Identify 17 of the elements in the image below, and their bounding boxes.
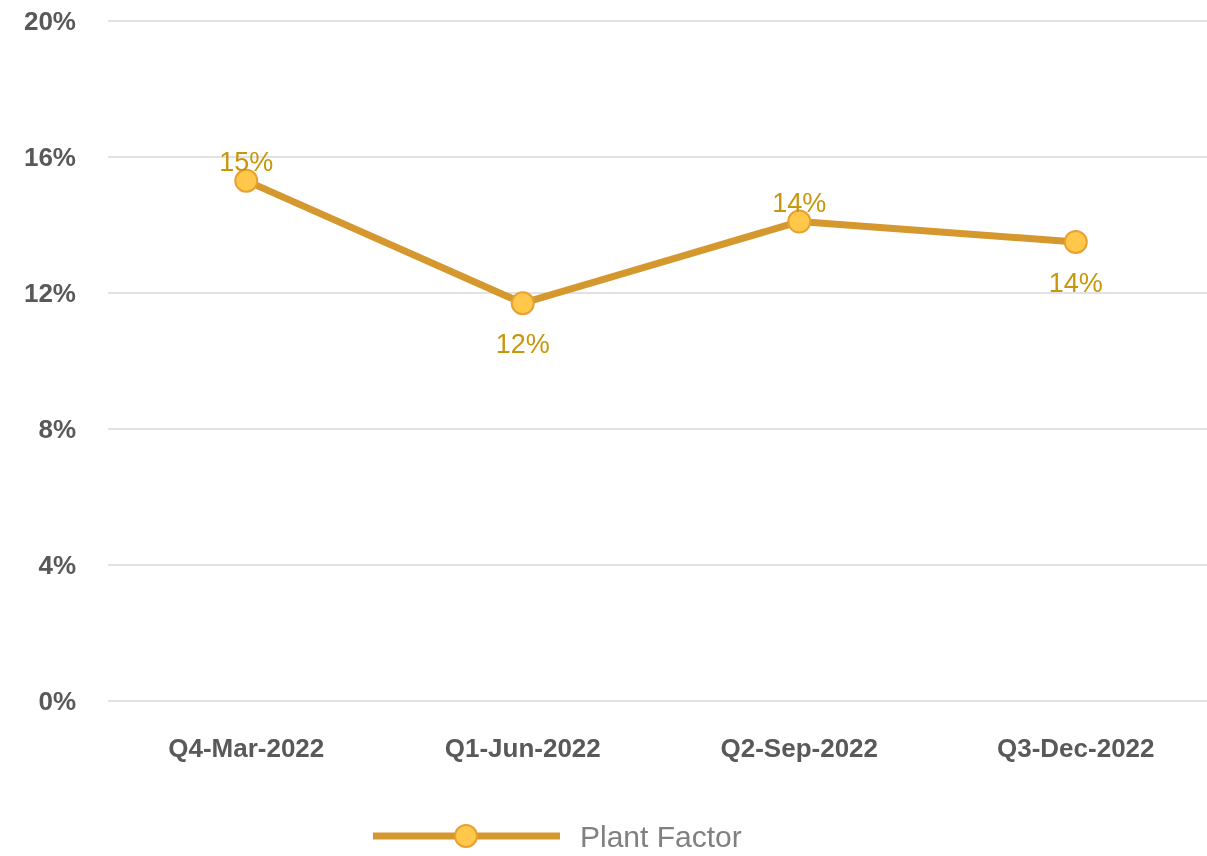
y-tick-label: 0%	[38, 686, 76, 716]
point	[1063, 230, 1088, 254]
y-tick-label: 16%	[23, 142, 76, 172]
y-tick-label: 8%	[38, 414, 76, 444]
x-tick-label: Q2-Sep-2022	[720, 733, 879, 763]
y-tick-label: 12%	[23, 278, 76, 308]
data-label: 15%	[219, 146, 274, 177]
y-tick-label: 4%	[38, 550, 76, 580]
x-tick-label: Q4-Mar-2022	[168, 733, 325, 763]
x-tick-label: Q3-Dec-2022	[996, 733, 1155, 763]
data-label: 14%	[772, 187, 827, 218]
data-label: 14%	[1048, 268, 1103, 298]
data-label: 12%	[495, 329, 550, 360]
x-tick-label: Q1-Jun-2022	[444, 733, 601, 763]
text: Plant Factor	[580, 820, 742, 853]
point	[510, 291, 535, 316]
y-tick-label: 20%	[23, 6, 76, 36]
